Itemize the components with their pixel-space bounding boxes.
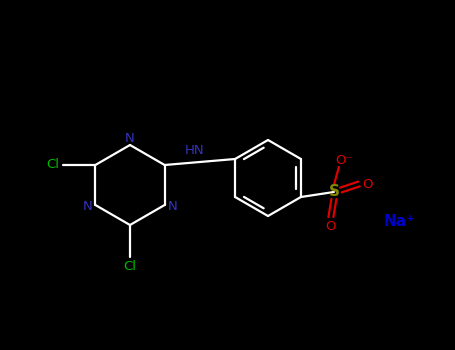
Text: N: N xyxy=(168,199,177,212)
Text: HN: HN xyxy=(185,144,205,156)
Text: Na⁺: Na⁺ xyxy=(384,215,415,230)
Text: N: N xyxy=(125,132,135,145)
Text: Cl: Cl xyxy=(123,259,136,273)
Text: O: O xyxy=(363,177,373,190)
Text: O: O xyxy=(326,219,336,232)
Text: O⁻: O⁻ xyxy=(335,154,353,167)
Text: S: S xyxy=(329,184,339,200)
Text: Cl: Cl xyxy=(46,159,59,172)
Text: N: N xyxy=(82,199,92,212)
